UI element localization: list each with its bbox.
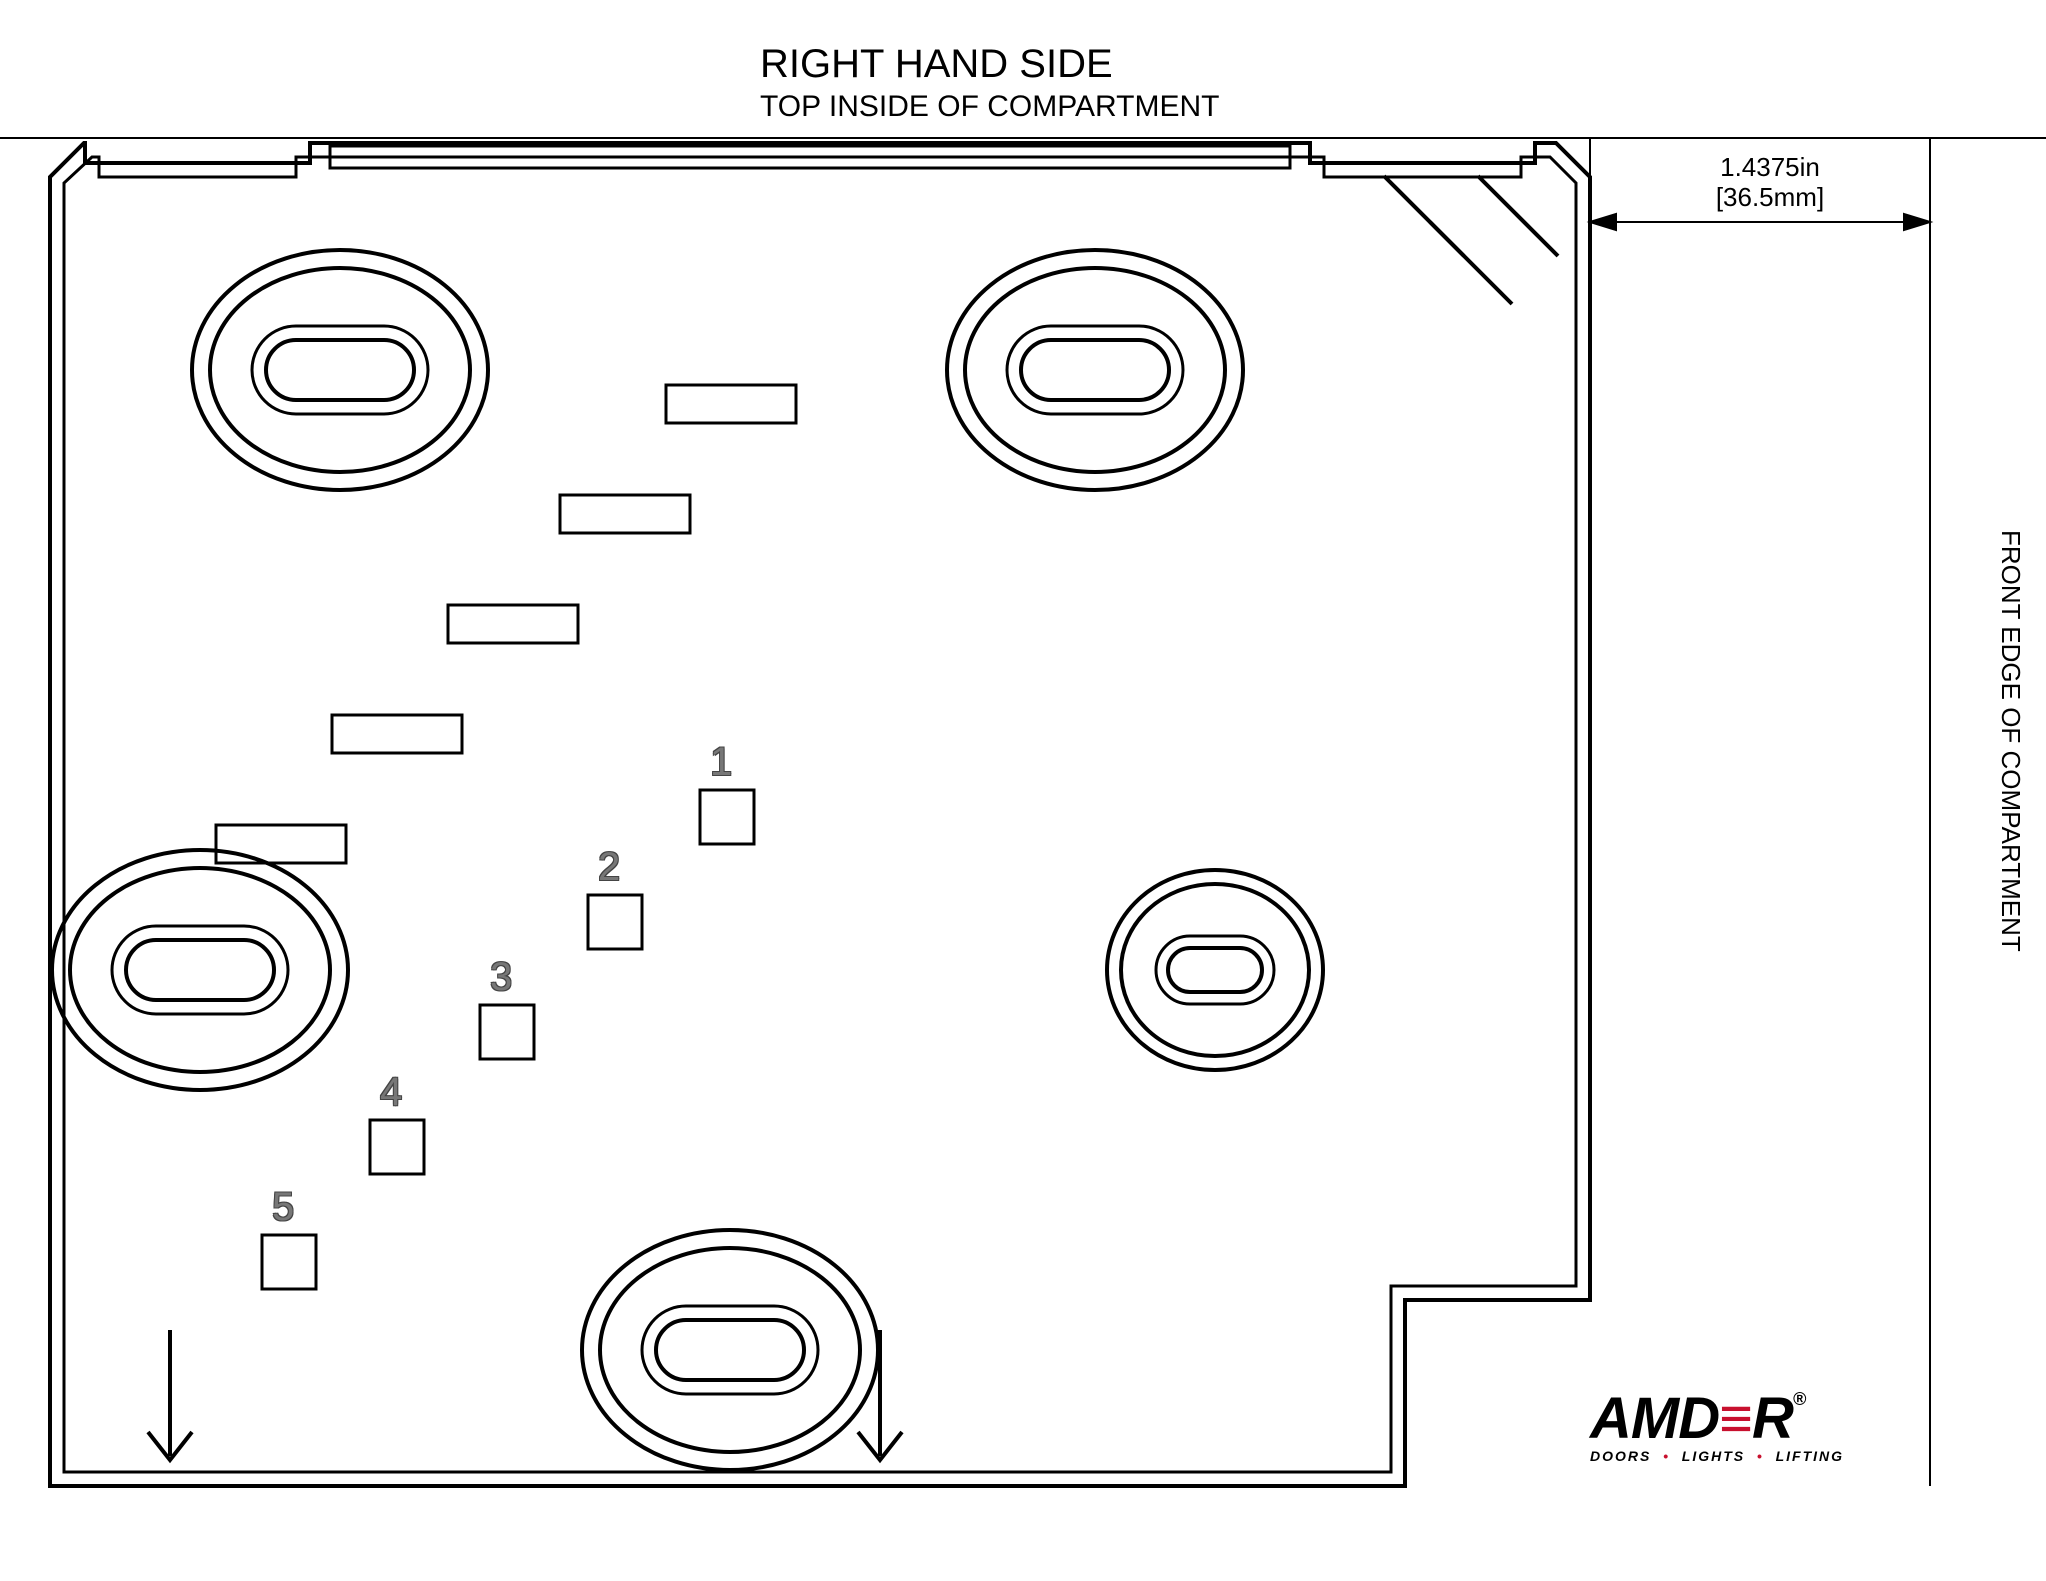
down-arrow-left [148,1330,192,1460]
boss-tl [192,250,488,490]
square-1 [700,790,754,844]
technical-drawing [0,0,2046,1581]
bosses [52,250,1323,1470]
dimension-line [1590,138,1930,240]
boss-mr [1107,870,1323,1070]
numbered-squares [262,790,754,1289]
square-2 [588,895,642,949]
square-5 [262,1235,316,1289]
corner-diag-marks [1384,176,1558,304]
boss-tr [947,250,1243,490]
square-3 [480,1005,534,1059]
square-4 [370,1120,424,1174]
boss-ml [52,850,348,1090]
down-arrow-right [858,1330,902,1460]
boss-bottom [582,1230,878,1470]
